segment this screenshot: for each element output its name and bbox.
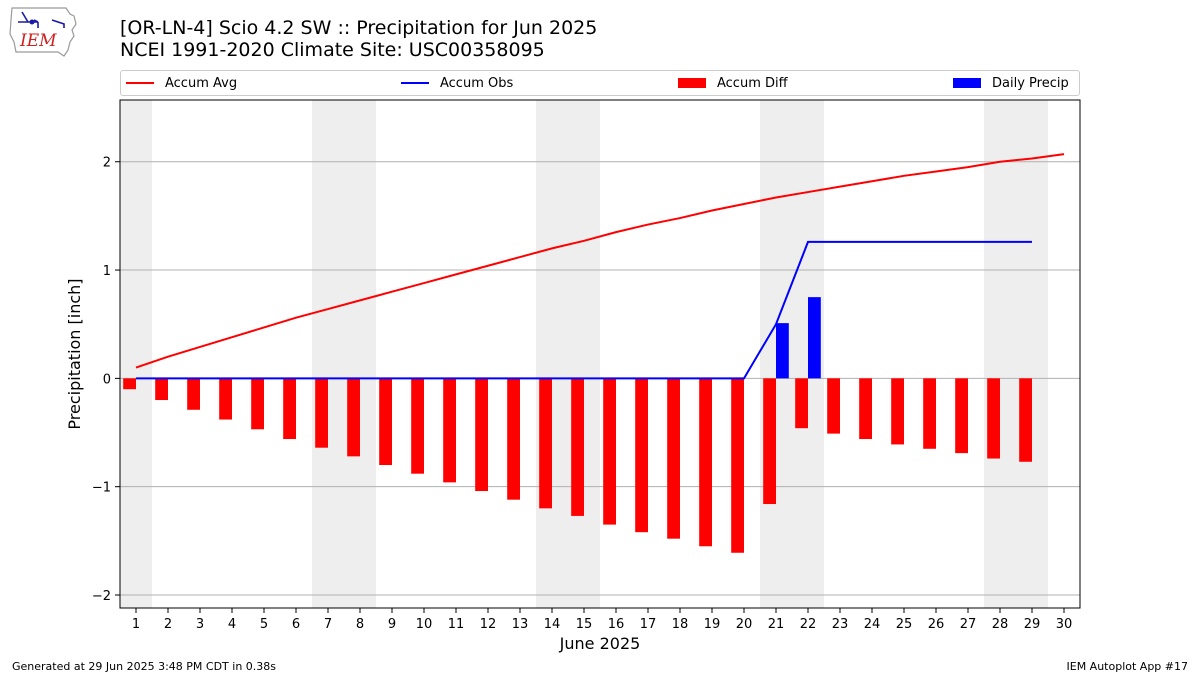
x-tick-label: 6 xyxy=(292,617,300,632)
x-tick-label: 2 xyxy=(164,617,172,632)
x-tick-label: 25 xyxy=(896,617,913,632)
accum-diff-bar xyxy=(539,378,552,509)
x-tick-label: 7 xyxy=(324,617,332,632)
x-tick-label: 14 xyxy=(544,617,561,632)
plot-frame xyxy=(119,99,1081,609)
accum-diff-bar xyxy=(603,378,616,525)
x-tick-label: 8 xyxy=(356,617,364,632)
legend-label-accum-avg: Accum Avg xyxy=(165,75,238,91)
accum-diff-bar xyxy=(731,378,744,553)
y-tick-label: 0 xyxy=(103,372,111,387)
accum-diff-bar xyxy=(219,378,232,420)
x-tick-label: 1 xyxy=(132,617,140,632)
x-tick-label: 20 xyxy=(736,617,753,632)
x-tick-label: 13 xyxy=(512,617,529,632)
x-tick-label: 16 xyxy=(608,617,625,632)
accum-diff-bar xyxy=(635,378,648,533)
iem-logo-text: IEM xyxy=(19,31,57,51)
legend-swatch-daily-precip xyxy=(953,78,981,88)
accum-diff-bar xyxy=(411,378,424,474)
x-tick-label: 24 xyxy=(864,617,881,632)
generated-timestamp: Generated at 29 Jun 2025 3:48 PM CDT in … xyxy=(12,660,277,673)
accum-diff-bar xyxy=(155,378,168,401)
y-tick-label: 1 xyxy=(103,264,111,279)
accum-diff-bar xyxy=(891,378,904,445)
accum-diff-bar xyxy=(955,378,968,454)
accum-diff-bar xyxy=(987,378,1000,459)
accum-diff-bar xyxy=(379,378,392,466)
x-tick-label: 17 xyxy=(640,617,657,632)
accum-diff-bar xyxy=(1019,378,1032,462)
y-tick-label: −1 xyxy=(92,481,111,496)
daily-precip-bar xyxy=(808,297,821,379)
accum-avg-line xyxy=(135,153,1065,369)
chart-legend: Accum Avg Accum Obs Accum Diff Daily Pre… xyxy=(120,70,1080,96)
weekend-shade-band xyxy=(120,100,152,608)
x-tick-label: 10 xyxy=(416,617,433,632)
accum-diff-bar xyxy=(859,378,872,440)
accum-diff-bar xyxy=(923,378,936,449)
accum-diff-bar xyxy=(667,378,680,539)
x-tick-label: 22 xyxy=(800,617,817,632)
legend-item-accum-avg: Accum Avg xyxy=(126,71,237,95)
chart-subtitle: NCEI 1991-2020 Climate Site: USC00358095 xyxy=(120,39,545,61)
x-tick-label: 12 xyxy=(480,617,497,632)
accum-diff-bar xyxy=(283,378,296,440)
accum-diff-bar xyxy=(347,378,360,457)
accum-diff-bar xyxy=(507,378,520,500)
x-tick-label: 4 xyxy=(228,617,236,632)
weekend-shade-band xyxy=(312,100,376,608)
y-axis-label: Precipitation [inch] xyxy=(65,278,84,429)
accum-diff-bar xyxy=(795,378,808,429)
y-tick-label: 2 xyxy=(103,156,111,171)
legend-item-accum-obs: Accum Obs xyxy=(401,71,513,95)
weekend-shade-band xyxy=(984,100,1048,608)
accum-diff-bar xyxy=(763,378,776,505)
accum-diff-bar xyxy=(315,378,328,448)
legend-label-accum-diff: Accum Diff xyxy=(717,75,788,91)
accum-diff-bar xyxy=(187,378,200,410)
x-tick-label: 26 xyxy=(928,617,945,632)
chart-title: [OR-LN-4] Scio 4.2 SW :: Precipitation f… xyxy=(120,17,598,39)
x-axis-label: June 2025 xyxy=(559,634,641,653)
x-tick-label: 29 xyxy=(1024,617,1041,632)
app-credit: IEM Autoplot App #17 xyxy=(1066,660,1189,673)
x-tick-label: 23 xyxy=(832,617,849,632)
x-tick-label: 30 xyxy=(1056,617,1073,632)
accum-diff-bar xyxy=(475,378,488,492)
x-tick-label: 19 xyxy=(704,617,721,632)
legend-swatch-accum-diff xyxy=(678,78,706,88)
x-tick-label: 11 xyxy=(448,617,465,632)
x-tick-label: 15 xyxy=(576,617,593,632)
legend-label-accum-obs: Accum Obs xyxy=(440,75,514,91)
accum-obs-line xyxy=(136,240,1032,380)
daily-precip-bar xyxy=(776,323,789,379)
x-tick-label: 27 xyxy=(960,617,977,632)
accum-diff-bar xyxy=(251,378,264,430)
accum-diff-bar xyxy=(123,378,136,390)
y-tick-label: −2 xyxy=(92,589,111,604)
x-tick-label: 9 xyxy=(388,617,396,632)
legend-item-accum-diff: Accum Diff xyxy=(678,71,788,95)
legend-swatch-accum-obs xyxy=(401,82,429,84)
weekend-shade-band xyxy=(536,100,600,608)
x-tick-label: 3 xyxy=(196,617,204,632)
x-tick-label: 28 xyxy=(992,617,1009,632)
accum-diff-bar xyxy=(443,378,456,483)
weather-station-icon xyxy=(29,19,35,25)
accum-diff-bar xyxy=(571,378,584,516)
legend-swatch-accum-avg xyxy=(126,82,154,84)
x-tick-label: 18 xyxy=(672,617,689,632)
legend-item-daily-precip: Daily Precip xyxy=(953,71,1069,95)
accum-diff-bar xyxy=(699,378,712,547)
x-tick-label: 21 xyxy=(768,617,785,632)
weather-instruments-icon xyxy=(18,11,65,28)
accum-diff-bar xyxy=(827,378,840,434)
legend-label-daily-precip: Daily Precip xyxy=(992,75,1069,91)
iem-logo: IEM xyxy=(9,7,77,57)
x-tick-label: 5 xyxy=(260,617,268,632)
